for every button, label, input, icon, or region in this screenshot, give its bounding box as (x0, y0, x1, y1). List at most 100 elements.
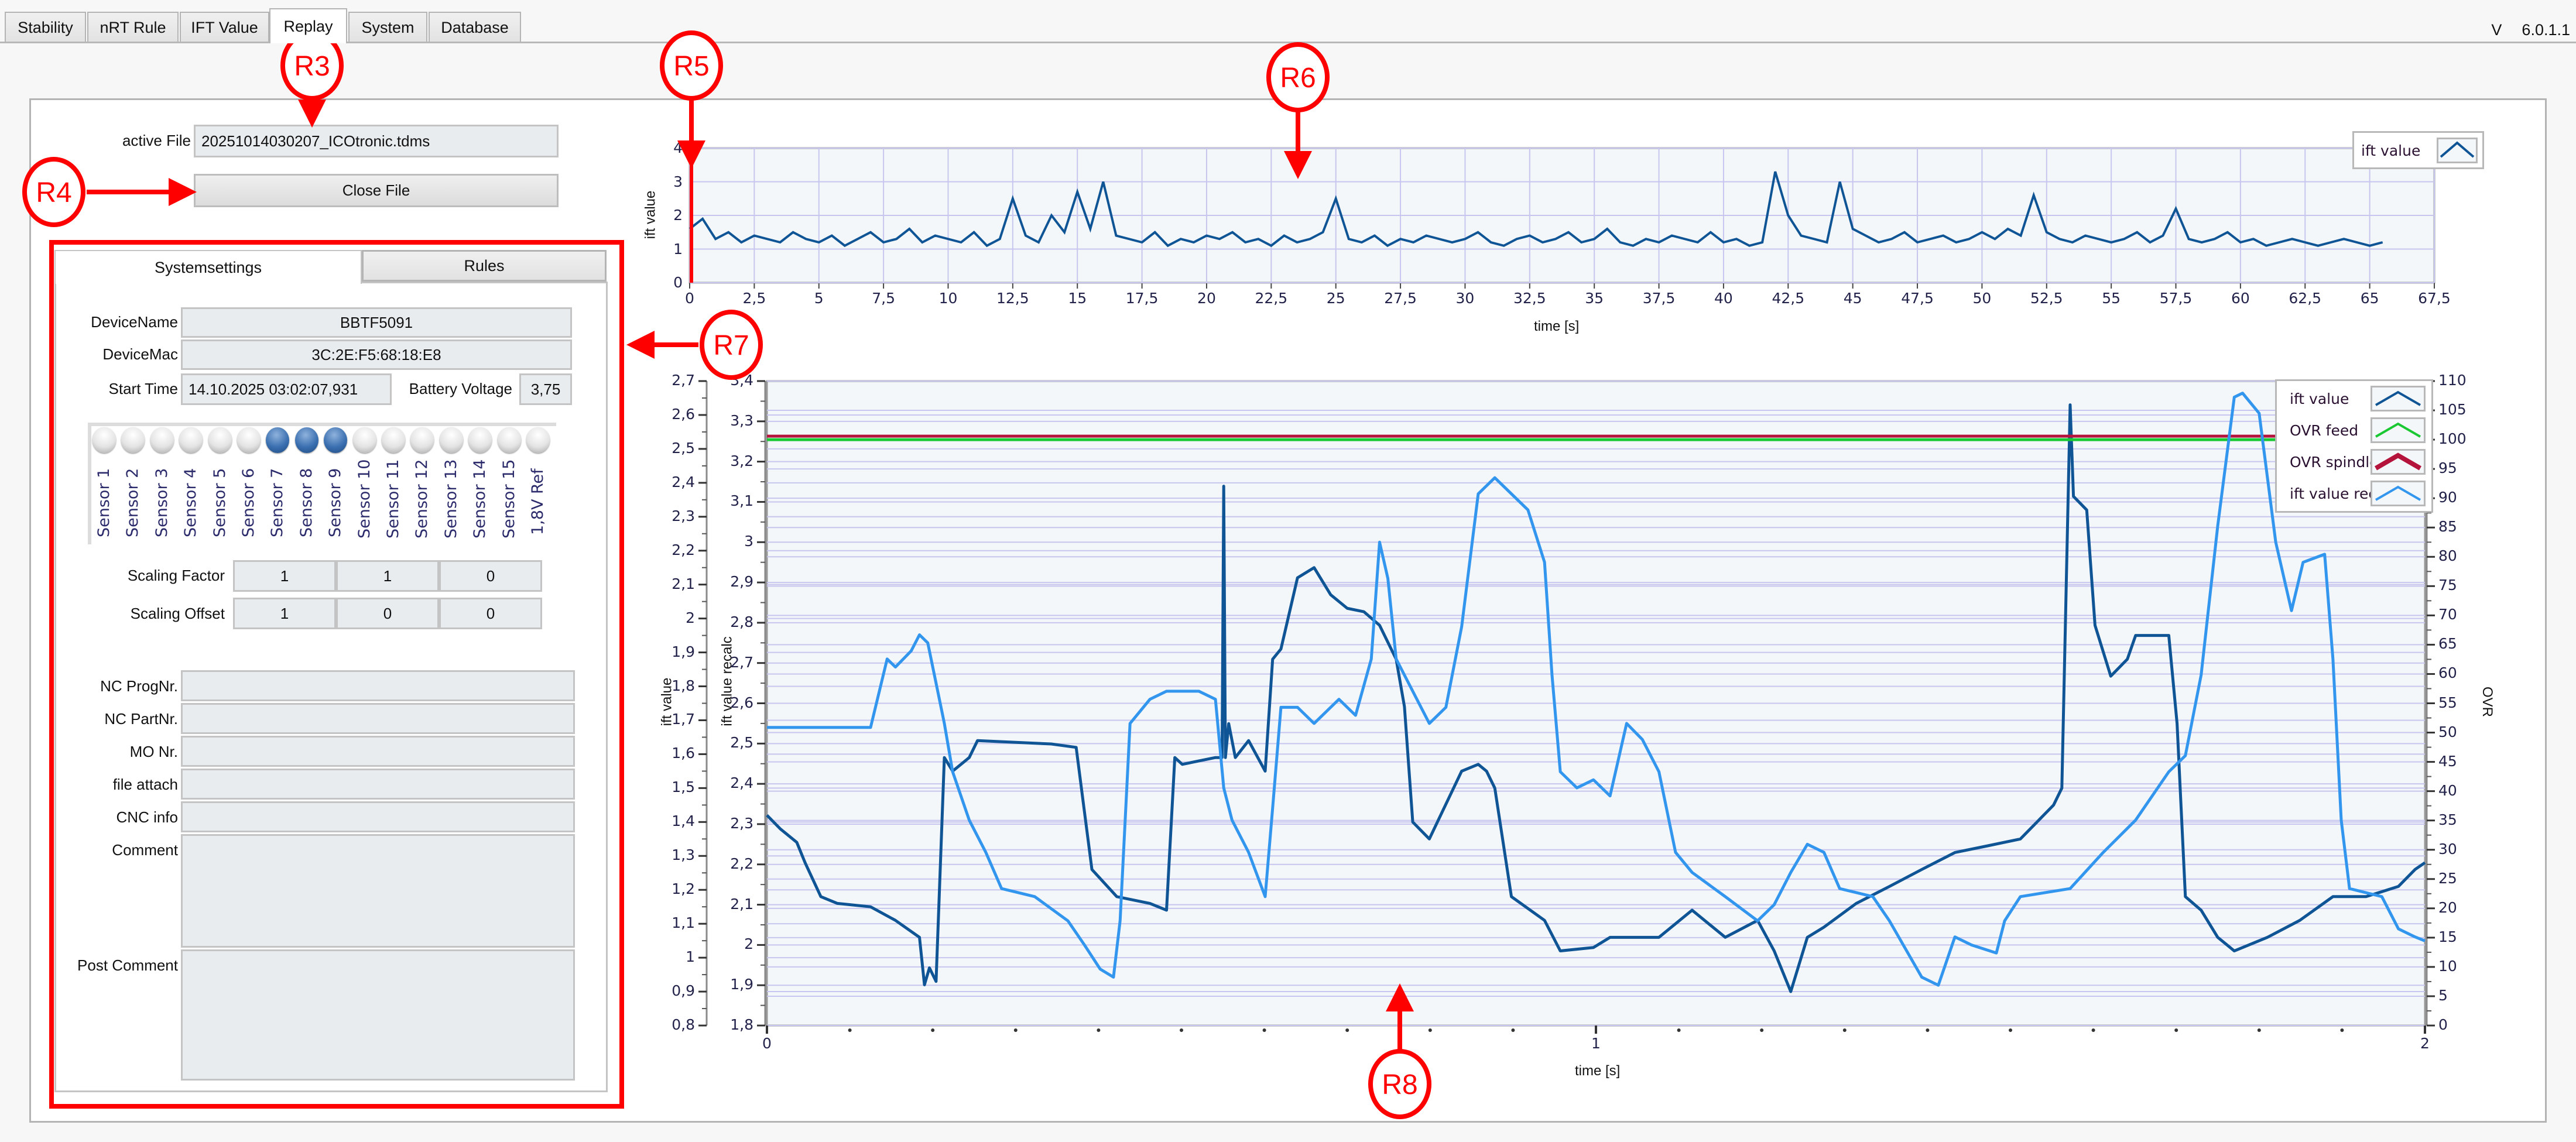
scaling-offset-cell[interactable]: 0 (336, 598, 439, 629)
overview-x-axis-title: time [s] (1534, 318, 1580, 334)
overview-x-tick-label: 12,5 (996, 290, 1029, 307)
detail-tick-label-ovr: 25 (2438, 869, 2457, 887)
overview-x-tick-label: 27,5 (1384, 290, 1417, 307)
comment-field[interactable] (181, 834, 575, 948)
detail-x-minor-tick (2257, 1028, 2261, 1032)
overview-x-tick-label: 45 (1843, 290, 1862, 307)
detail-tick-label-ovr: 75 (2438, 577, 2457, 594)
overview-x-tick-label: 47,5 (1901, 290, 1934, 307)
legend-label: OVR feed (2290, 422, 2359, 439)
scaling-factor-cell[interactable]: 1 (336, 560, 439, 592)
tab-database[interactable]: Database (429, 12, 521, 42)
mo-nr-field[interactable] (181, 736, 575, 767)
overview-y-tick-label: 3 (673, 173, 683, 190)
detail-tick-label-recalc: 3,1 (730, 492, 753, 510)
detail-x-minor-tick (2091, 1028, 2095, 1032)
battery-voltage-field: 3,75 (519, 373, 572, 405)
sensor-led-icon (121, 427, 145, 453)
sensor-led-icon (294, 427, 318, 453)
tab-stability[interactable]: Stability (5, 12, 86, 42)
detail-tick-label-recalc: 1,8 (730, 1016, 753, 1033)
sensor-led-icon (324, 427, 348, 453)
detail-tick-label-recalc: 2,4 (730, 774, 753, 792)
sensor-led-icon (468, 427, 492, 453)
scaling-offset-cell[interactable]: 0 (439, 598, 542, 629)
detail-tick-label-ovr: 45 (2438, 752, 2457, 770)
active-file-value: 20251014030207_ICOtronic.tdms (201, 132, 430, 150)
tab-ift-value[interactable]: IFT Value (180, 12, 269, 42)
detail-tick-label-recalc: 2,1 (730, 895, 753, 913)
detail-tick-label-recalc: 2,2 (730, 855, 753, 872)
detail-x-axis-title: time [s] (1575, 1063, 1621, 1079)
tab-system[interactable]: System (348, 12, 427, 42)
overview-x-tick-label: 35 (1585, 290, 1604, 307)
detail-x-minor-tick (2174, 1028, 2178, 1032)
close-file-button[interactable]: Close File (194, 174, 559, 207)
overview-x-tick-label: 60 (2231, 290, 2250, 307)
detail-x-minor-tick (1511, 1028, 1515, 1032)
overview-x-tick-label: 52,5 (2030, 290, 2063, 307)
tab-label: Replay (283, 17, 333, 35)
overview-x-tick-label: 10 (938, 290, 958, 307)
detail-tick-label-ovr: 110 (2438, 372, 2467, 389)
legend-item-ift-value: ift value (2277, 383, 2431, 415)
detail-x-minor-tick (2340, 1028, 2344, 1032)
detail-x-minor-tick (1677, 1028, 1681, 1032)
nc-partnr-field[interactable] (181, 703, 575, 734)
sensor-led-icon (497, 427, 521, 453)
detail-tick-label-ift: 1,1 (672, 914, 695, 932)
nc-prognr-field[interactable] (181, 670, 575, 701)
scaling-factor-cell[interactable]: 1 (233, 560, 336, 592)
scaling-offset-cell[interactable]: 1 (233, 598, 336, 629)
overview-x-tick-label: 37,5 (1642, 290, 1676, 307)
sensor-led-icon (208, 427, 232, 453)
tab-label: IFT Value (191, 18, 258, 36)
detail-tick-label-recalc: 2,5 (730, 734, 753, 752)
mo-nr-label: MO Nr. (129, 743, 178, 760)
detail-tick-label-ift: 1,7 (672, 711, 695, 728)
overview-x-tick-label: 57,5 (2159, 290, 2193, 307)
detail-x-minor-tick (1013, 1028, 1018, 1032)
legend-swatch-icon (2371, 481, 2426, 506)
scaling-offset-label: Scaling Offset (130, 605, 225, 622)
detail-tick-label-ift: 2,4 (672, 473, 695, 491)
tab-label: System (361, 18, 415, 36)
overview-x-tick-label: 25 (1326, 290, 1345, 307)
detail-tick-label-ift: 2 (686, 609, 695, 626)
detail-tick-label-ift: 2,1 (672, 575, 695, 592)
device-name-label: DeviceName (91, 313, 178, 331)
overview-x-tick-label: 7,5 (872, 290, 895, 307)
file-attach-field[interactable] (181, 769, 575, 800)
tab-systemsettings[interactable]: Systemsettings (54, 250, 362, 284)
detail-tick-label-ift: 1,3 (672, 846, 695, 864)
overview-x-tick-label: 17,5 (1125, 290, 1159, 307)
active-file-label: active File (122, 132, 191, 149)
overview-x-tick-label: 5 (814, 290, 824, 307)
detail-tick-label-ovr: 65 (2438, 635, 2457, 653)
detail-tick-label-ovr: 80 (2438, 547, 2457, 565)
tab-nrt-rule[interactable]: nRT Rule (87, 12, 179, 42)
detail-axis-title-ovr: OVR (2479, 686, 2496, 718)
tab-rules[interactable]: Rules (362, 250, 607, 282)
detail-tick-label-ift: 1,6 (672, 745, 695, 762)
detail-tick-label-ovr: 40 (2438, 781, 2457, 799)
cnc-info-label: CNC info (116, 808, 178, 826)
detail-x-tick-label: 0 (762, 1035, 772, 1052)
legend-swatch-icon (2371, 386, 2426, 411)
scaling-factor-cell[interactable]: 0 (439, 560, 542, 592)
nc-partnr-label: NC PartNr. (104, 710, 178, 728)
detail-tick-label-ovr: 35 (2438, 811, 2457, 828)
detail-tick-label-ift: 0,8 (672, 1016, 695, 1033)
cnc-info-field[interactable] (181, 801, 575, 832)
detail-axis-title-recalc: ift value recalc (719, 636, 735, 726)
detail-tick-label-ift: 2,3 (672, 507, 695, 524)
sensor-led-icon (237, 427, 261, 453)
comment-label: Comment (112, 841, 178, 859)
post-comment-field[interactable] (181, 949, 575, 1081)
tab-replay[interactable]: Replay (269, 8, 347, 43)
tab-label: Stability (18, 18, 73, 36)
sensor-led-icon (410, 427, 434, 453)
detail-tick-label-recalc: 2 (744, 935, 753, 953)
overview-x-tick-label: 50 (1972, 290, 1992, 307)
